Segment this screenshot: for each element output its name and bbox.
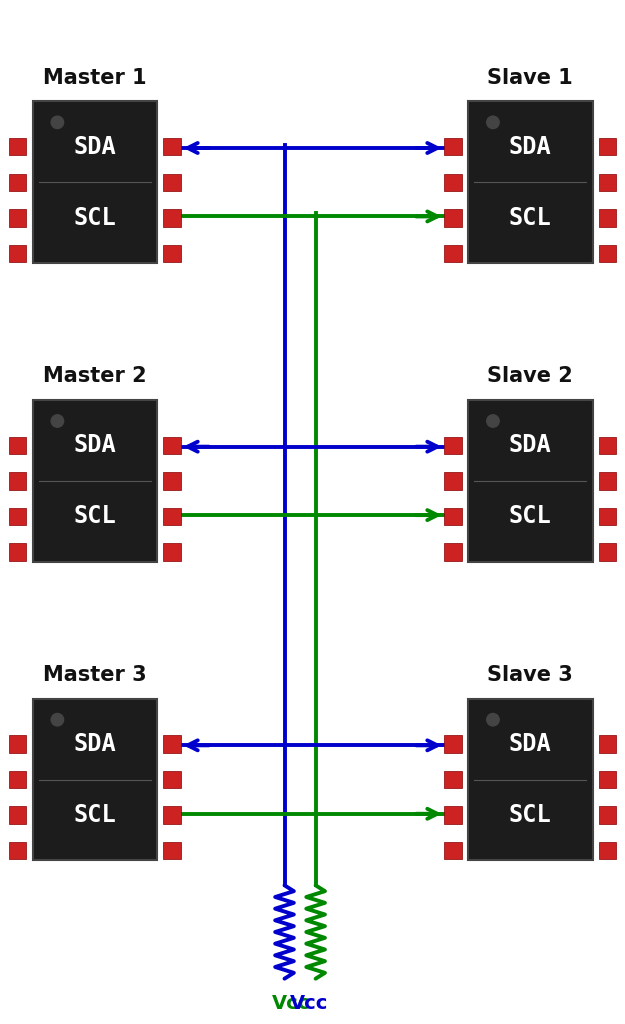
Bar [468, 400, 592, 562]
Bar [9, 735, 26, 753]
Bar [599, 209, 616, 226]
Bar [444, 209, 462, 226]
Bar [163, 771, 181, 788]
Circle shape [51, 714, 64, 726]
Text: Slave 3: Slave 3 [488, 665, 573, 685]
Text: Master 3: Master 3 [43, 665, 146, 685]
Bar [599, 245, 616, 262]
Bar [9, 472, 26, 489]
Bar [163, 173, 181, 190]
Bar [599, 173, 616, 190]
Bar [599, 807, 616, 824]
Bar [163, 842, 181, 859]
Bar [444, 436, 462, 454]
Text: SDA: SDA [509, 732, 552, 756]
Bar [599, 436, 616, 454]
Bar [444, 544, 462, 561]
Bar [599, 472, 616, 489]
Text: SDA: SDA [509, 134, 552, 159]
Bar [163, 735, 181, 753]
Text: SCL: SCL [509, 206, 552, 229]
Bar [9, 209, 26, 226]
Text: Master 2: Master 2 [43, 367, 146, 386]
Bar [163, 245, 181, 262]
Bar [9, 544, 26, 561]
Bar [468, 698, 592, 860]
Bar [444, 472, 462, 489]
Bar [444, 508, 462, 525]
Bar [9, 436, 26, 454]
Text: SCL: SCL [73, 505, 116, 528]
Bar [163, 508, 181, 525]
Circle shape [487, 714, 499, 726]
Bar [599, 544, 616, 561]
Bar [9, 771, 26, 788]
Bar [9, 173, 26, 190]
Bar [444, 771, 462, 788]
Text: SDA: SDA [73, 732, 116, 756]
Bar [599, 138, 616, 156]
Text: Vcc: Vcc [289, 994, 328, 1013]
Bar [32, 101, 157, 263]
Text: Slave 1: Slave 1 [488, 68, 573, 88]
Bar [9, 842, 26, 859]
Bar [444, 842, 462, 859]
Bar [163, 807, 181, 824]
Bar [444, 735, 462, 753]
Bar [599, 735, 616, 753]
Text: Master 1: Master 1 [43, 68, 146, 88]
Bar [444, 138, 462, 156]
Text: SCL: SCL [73, 206, 116, 229]
Circle shape [51, 415, 64, 427]
Circle shape [487, 415, 499, 427]
Bar [468, 101, 592, 263]
Text: SCL: SCL [509, 803, 552, 827]
Text: SDA: SDA [73, 433, 116, 458]
Bar [163, 472, 181, 489]
Bar [163, 436, 181, 454]
Text: SCL: SCL [509, 505, 552, 528]
Bar [32, 400, 157, 562]
Bar [9, 807, 26, 824]
Bar [32, 698, 157, 860]
Text: Vcc: Vcc [272, 994, 311, 1013]
Text: SDA: SDA [509, 433, 552, 458]
Text: SCL: SCL [73, 803, 116, 827]
Bar [444, 173, 462, 190]
Bar [599, 771, 616, 788]
Bar [163, 138, 181, 156]
Bar [599, 508, 616, 525]
Bar [9, 138, 26, 156]
Bar [444, 245, 462, 262]
Bar [9, 245, 26, 262]
Bar [163, 544, 181, 561]
Circle shape [51, 116, 64, 129]
Text: Slave 2: Slave 2 [488, 367, 573, 386]
Bar [9, 508, 26, 525]
Text: SDA: SDA [73, 134, 116, 159]
Circle shape [487, 116, 499, 129]
Bar [163, 209, 181, 226]
Bar [444, 807, 462, 824]
Bar [599, 842, 616, 859]
